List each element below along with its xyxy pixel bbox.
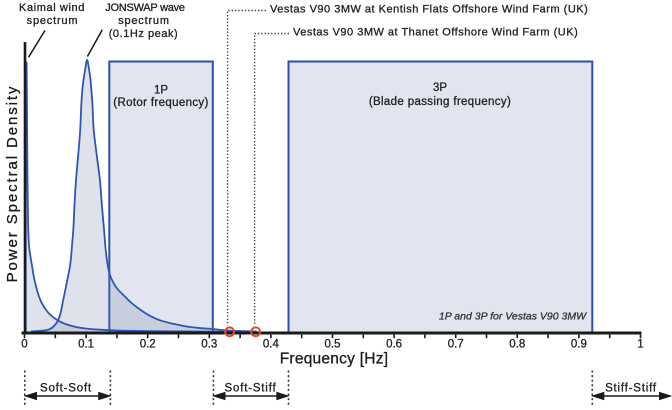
svg-text:0.3: 0.3: [201, 339, 217, 351]
svg-text:(Rotor frequency): (Rotor frequency): [113, 97, 208, 109]
svg-text:0.2: 0.2: [140, 339, 156, 351]
svg-text:3P: 3P: [433, 82, 447, 94]
svg-text:Vestas V90 3MW at Kentish Flat: Vestas V90 3MW at Kentish Flats Offshore…: [270, 4, 588, 16]
svg-text:(Blade passing frequency): (Blade passing frequency): [369, 96, 511, 108]
svg-text:Soft-Stiff: Soft-Stiff: [225, 383, 277, 395]
svg-text:spectrum: spectrum: [27, 15, 79, 27]
svg-text:0.8: 0.8: [509, 339, 525, 351]
svg-text:spectrum: spectrum: [118, 15, 170, 27]
svg-text:0.9: 0.9: [571, 339, 587, 351]
svg-text:1P: 1P: [154, 85, 168, 97]
svg-text:0.4: 0.4: [263, 339, 280, 351]
svg-text:Kaimal wind: Kaimal wind: [19, 2, 85, 14]
svg-text:JONSWAP wave: JONSWAP wave: [105, 2, 185, 14]
svg-text:0.1: 0.1: [78, 339, 94, 351]
svg-text:(0.1Hz peak): (0.1Hz peak): [109, 28, 179, 40]
svg-text:0.6: 0.6: [386, 339, 402, 351]
svg-text:0.7: 0.7: [448, 339, 464, 351]
svg-text:Vestas V90 3MW at Thanet Offsh: Vestas V90 3MW at Thanet Offshore Wind F…: [293, 27, 578, 39]
svg-text:Soft-Soft: Soft-Soft: [40, 383, 92, 395]
svg-text:1P and 3P for Vestas V90 3MW: 1P and 3P for Vestas V90 3MW: [439, 311, 587, 323]
svg-text:1: 1: [637, 339, 643, 351]
svg-text:0.5: 0.5: [325, 339, 341, 351]
svg-text:Stiff-Stiff: Stiff-Stiff: [605, 383, 657, 395]
svg-text:Frequency [Hz]: Frequency [Hz]: [280, 351, 389, 368]
svg-text:Power Spectral Density: Power Spectral Density: [4, 85, 21, 283]
svg-text:0: 0: [21, 339, 27, 351]
